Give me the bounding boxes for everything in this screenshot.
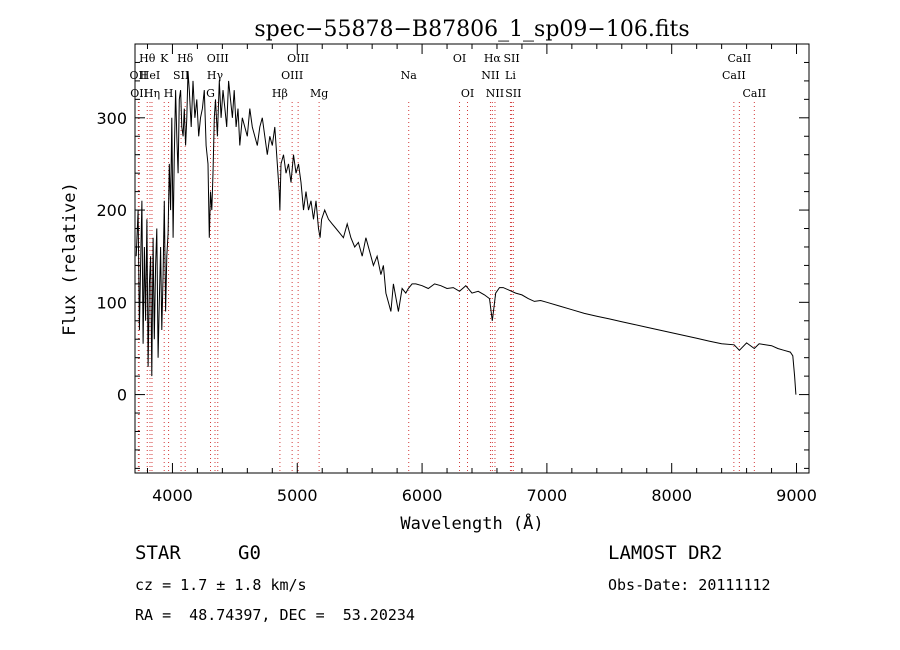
line-label: Hθ: [139, 52, 156, 65]
y-axis-label: Flux (relative): [60, 182, 80, 336]
y-tick-label: 100: [96, 293, 127, 312]
redshift-velocity: cz = 1.7 ± 1.8 km/s: [135, 576, 307, 594]
line-label: OIII: [281, 69, 303, 82]
y-tick-label: 300: [96, 109, 127, 128]
line-label: Hδ: [177, 52, 194, 65]
line-label: Li: [505, 69, 516, 82]
x-tick-label: 7000: [527, 486, 568, 505]
object-class: STAR: [135, 542, 181, 564]
spectral-type: G0: [238, 542, 261, 564]
line-label: H: [164, 87, 174, 100]
line-label: CaII: [722, 69, 746, 82]
line-label: OIII: [207, 52, 229, 65]
x-tick-label: 5000: [277, 486, 318, 505]
x-axis-label: Wavelength (Å): [400, 512, 543, 534]
line-label: K: [160, 52, 169, 65]
x-tick-label: 6000: [402, 486, 443, 505]
x-tick-label: 9000: [776, 486, 817, 505]
line-label: CaII: [742, 87, 766, 100]
line-label: Hγ: [207, 69, 224, 82]
x-tick-label: 4000: [152, 486, 193, 505]
x-axis-ticks: 4000 5000 6000 7000 8000 9000: [146, 44, 817, 505]
line-label: G: [206, 87, 215, 100]
survey-name: LAMOST DR2: [608, 542, 723, 564]
plot-frame: [134, 43, 810, 474]
line-label: HeI: [140, 69, 160, 82]
line-label: OI: [461, 87, 474, 100]
line-label: Hα: [484, 52, 502, 65]
line-label: NII: [481, 69, 499, 82]
spectrum-series-line: [135, 71, 797, 395]
line-label: CaII: [728, 52, 752, 65]
x-tick-label: 8000: [651, 486, 692, 505]
line-label: NII: [486, 87, 504, 100]
observation-date: Obs-Date: 20111112: [608, 576, 771, 594]
line-label: Na: [401, 69, 418, 82]
y-tick-label: 200: [96, 201, 127, 220]
y-axis-ticks: 0 100 200 300: [96, 61, 809, 469]
line-label: SII: [173, 69, 189, 82]
line-label: OIII: [287, 52, 309, 65]
line-label: SII: [505, 87, 521, 100]
emission-line-markers: [137, 102, 755, 473]
chart-title: spec−55878−B87806_1_sp09−106.fits: [254, 17, 689, 42]
coordinates: RA = 48.74397, DEC = 53.20234: [135, 606, 415, 624]
line-label: SII: [503, 52, 519, 65]
line-label: Hη: [144, 87, 160, 100]
line-label: Hβ: [272, 87, 288, 100]
line-label: Mg: [310, 87, 328, 100]
y-tick-label: 0: [117, 386, 127, 405]
line-label: OI: [453, 52, 466, 65]
line-label: OII: [130, 69, 148, 82]
